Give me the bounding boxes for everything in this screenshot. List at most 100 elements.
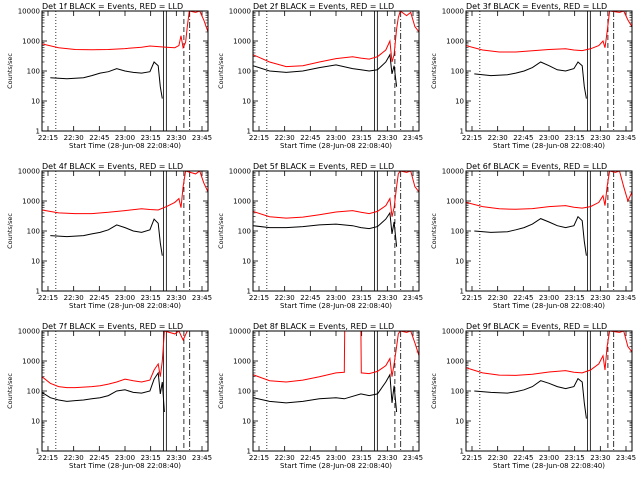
y-tick-label: 10000 xyxy=(442,8,464,16)
x-tick-label: 23:15 xyxy=(565,454,585,462)
x-tick-label: 22:45 xyxy=(300,294,320,302)
plot-frame xyxy=(252,10,420,132)
events-series-line xyxy=(474,377,587,419)
plot-frame xyxy=(465,170,633,292)
y-tick-label: 10 xyxy=(31,98,40,106)
y-axis-label: Counts/sec xyxy=(6,53,14,89)
plot-frame xyxy=(252,330,420,452)
x-tick-label: 23:45 xyxy=(403,134,423,142)
y-axis-label: Counts/sec xyxy=(430,53,438,89)
x-tick-label: 23:15 xyxy=(565,294,585,302)
plot-frame xyxy=(465,330,633,452)
x-tick-label: 22:30 xyxy=(275,294,295,302)
x-tick-label: 23:00 xyxy=(115,294,135,302)
x-axis-label: Start Time (28-Jun-08 22:08:40) xyxy=(280,142,392,150)
y-tick-label: 10 xyxy=(242,418,251,426)
panel-det-9: Det 9f BLACK = Events, RED = LLD Counts/s… xyxy=(430,322,636,470)
x-axis-label: Start Time (28-Jun-08 22:08:40) xyxy=(493,462,605,470)
x-axis-label: Start Time (28-Jun-08 22:08:40) xyxy=(69,462,181,470)
x-tick-label: 23:30 xyxy=(590,294,610,302)
y-tick-label: 10000 xyxy=(18,328,40,336)
y-tick-label: 10 xyxy=(455,98,464,106)
x-tick-label: 23:45 xyxy=(616,454,636,462)
x-tick-label: 23:30 xyxy=(166,294,186,302)
y-tick-label: 1000 xyxy=(22,198,40,206)
plot-frame xyxy=(252,170,420,292)
panel-title: Det 2f BLACK = Events, RED = LLD xyxy=(253,2,394,11)
x-tick-label: 22:45 xyxy=(89,294,109,302)
x-tick-label: 22:15 xyxy=(462,294,482,302)
panel-det-4: Det 4f BLACK = Events, RED = LLD Counts/s… xyxy=(6,162,212,310)
panel-title: Det 6f BLACK = Events, RED = LLD xyxy=(466,162,607,171)
x-tick-label: 23:00 xyxy=(326,134,346,142)
y-tick-label: 1 xyxy=(36,128,40,136)
panel-title: Det 9f BLACK = Events, RED = LLD xyxy=(466,322,607,331)
x-tick-label: 23:00 xyxy=(326,294,346,302)
x-tick-label: 23:30 xyxy=(590,454,610,462)
events-series-line xyxy=(253,373,398,413)
lld-series-line xyxy=(42,11,208,51)
x-tick-label: 22:30 xyxy=(488,134,508,142)
y-tick-label: 100 xyxy=(27,228,40,236)
x-tick-label: 23:45 xyxy=(403,294,423,302)
y-tick-label: 1000 xyxy=(233,358,251,366)
lld-series-line xyxy=(42,171,208,215)
x-tick-label: 23:00 xyxy=(115,454,135,462)
x-tick-label: 22:45 xyxy=(513,454,533,462)
x-axis-label: Start Time (28-Jun-08 22:08:40) xyxy=(493,142,605,150)
x-tick-label: 23:15 xyxy=(141,294,161,302)
y-tick-label: 100 xyxy=(27,68,40,76)
lld-series-line xyxy=(253,171,419,219)
y-tick-label: 10000 xyxy=(229,8,251,16)
panel-title: Det 1f BLACK = Events, RED = LLD xyxy=(42,2,183,11)
x-tick-label: 23:30 xyxy=(590,134,610,142)
x-tick-label: 23:00 xyxy=(539,294,559,302)
y-tick-label: 100 xyxy=(238,228,251,236)
panel-det-8: Det 8f BLACK = Events, RED = LLD Counts/s… xyxy=(217,322,423,470)
x-axis-label: Start Time (28-Jun-08 22:08:40) xyxy=(493,302,605,310)
x-tick-label: 23:15 xyxy=(565,134,585,142)
x-tick-label: 22:15 xyxy=(249,134,269,142)
y-axis-label: Counts/sec xyxy=(217,213,225,249)
panel-det-1: Det 1f BLACK = Events, RED = LLD Counts/s… xyxy=(6,2,212,150)
panel-det-5: Det 5f BLACK = Events, RED = LLD Counts/s… xyxy=(217,162,423,310)
y-tick-label: 1000 xyxy=(233,38,251,46)
y-tick-label: 100 xyxy=(451,228,464,236)
x-tick-label: 23:15 xyxy=(141,454,161,462)
x-tick-label: 22:30 xyxy=(64,134,84,142)
y-tick-label: 100 xyxy=(238,68,251,76)
panel-det-6: Det 6f BLACK = Events, RED = LLD Counts/s… xyxy=(430,162,636,310)
x-tick-label: 22:30 xyxy=(64,454,84,462)
y-tick-label: 1000 xyxy=(446,38,464,46)
y-tick-label: 10 xyxy=(242,98,251,106)
y-axis-label: Counts/sec xyxy=(217,373,225,409)
lld-series-line xyxy=(466,11,632,53)
x-axis-label: Start Time (28-Jun-08 22:08:40) xyxy=(69,142,181,150)
panel-det-3: Det 3f BLACK = Events, RED = LLD Counts/s… xyxy=(430,2,636,150)
events-series-line xyxy=(474,61,587,99)
y-tick-label: 10 xyxy=(31,418,40,426)
x-tick-label: 22:30 xyxy=(64,294,84,302)
x-tick-label: 22:15 xyxy=(249,454,269,462)
y-tick-label: 1000 xyxy=(446,198,464,206)
plot-frame xyxy=(465,10,633,132)
x-tick-label: 23:15 xyxy=(352,134,372,142)
y-tick-label: 10 xyxy=(455,258,464,266)
y-tick-label: 10000 xyxy=(229,168,251,176)
y-tick-label: 10000 xyxy=(18,168,40,176)
lld-series-line xyxy=(466,331,632,376)
x-axis-label: Start Time (28-Jun-08 22:08:40) xyxy=(280,462,392,470)
x-tick-label: 23:30 xyxy=(166,134,186,142)
x-tick-label: 23:15 xyxy=(352,294,372,302)
x-tick-label: 22:15 xyxy=(249,294,269,302)
x-tick-label: 22:30 xyxy=(275,454,295,462)
x-tick-label: 23:15 xyxy=(352,454,372,462)
x-tick-label: 23:00 xyxy=(539,134,559,142)
y-tick-label: 100 xyxy=(27,388,40,396)
y-tick-label: 100 xyxy=(238,388,251,396)
x-tick-label: 22:15 xyxy=(462,134,482,142)
x-tick-label: 22:45 xyxy=(513,134,533,142)
events-series-line xyxy=(474,215,587,256)
x-tick-label: 23:30 xyxy=(377,134,397,142)
